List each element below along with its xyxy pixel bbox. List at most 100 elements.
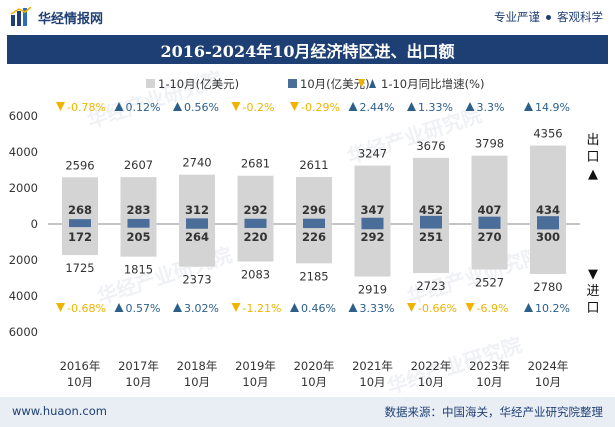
growth-import-label-2: 3.02%	[184, 302, 219, 315]
growth-import-label-7: -6.9%	[477, 302, 509, 315]
x-tick-month-2: 10月	[184, 375, 210, 389]
bar-import-monthly-0	[69, 224, 91, 228]
label-import-monthly-5: 292	[360, 230, 384, 244]
bar-export-monthly-2	[186, 218, 208, 224]
growth-export-triangle-up-icon-6	[407, 102, 416, 111]
chart-title: 2016-2024年10月经济特区进、出口额	[160, 41, 455, 61]
x-tick-month-4: 10月	[301, 375, 327, 389]
bar-export-monthly-5	[361, 217, 384, 224]
legend-swatch-cumulative	[146, 79, 155, 88]
axis-label-import: ▼进口	[586, 267, 599, 316]
y-tick-label-1: 4000	[9, 145, 38, 159]
growth-import-label-3: -1.21%	[243, 302, 282, 315]
growth-import-label-5: 3.33%	[360, 302, 395, 315]
growth-export-label-4: -0.29%	[301, 101, 340, 114]
growth-import-triangle-up-icon-2	[173, 303, 182, 312]
bar-import-cumulative-8	[530, 224, 566, 275]
label-import-cumulative-0: 1725	[65, 261, 94, 275]
growth-export-triangle-up-icon-7	[465, 102, 475, 111]
legend-triangle-down-icon	[358, 79, 365, 88]
bar-export-cumulative-1	[120, 177, 157, 224]
label-import-monthly-8: 300	[536, 230, 560, 244]
growth-export-triangle-up-icon-2	[173, 102, 182, 111]
label-export-monthly-1: 283	[126, 203, 150, 217]
growth-export-triangle-down-icon-4	[290, 102, 299, 111]
x-tick-month-1: 10月	[125, 375, 151, 389]
bar-import-cumulative-3	[237, 224, 274, 262]
growth-export-label-3: -0.2%	[243, 101, 275, 114]
label-export-cumulative-4: 2611	[299, 158, 328, 172]
label-import-monthly-1: 205	[126, 230, 150, 244]
bar-export-monthly-8	[537, 216, 559, 224]
x-tick-month-7: 10月	[476, 375, 502, 389]
label-export-cumulative-8: 4356	[533, 127, 562, 141]
label-import-monthly-6: 251	[419, 230, 443, 244]
label-import-cumulative-5: 2919	[358, 283, 387, 297]
label-import-monthly-7: 270	[477, 230, 501, 244]
legend-triangle-up-icon	[369, 79, 376, 88]
label-import-monthly-2: 264	[185, 230, 209, 244]
label-import-cumulative-2: 2373	[182, 273, 211, 287]
label-export-monthly-0: 268	[68, 203, 92, 217]
x-tick-month-6: 10月	[418, 375, 444, 389]
x-tick-month-3: 10月	[242, 375, 268, 389]
footer-url[interactable]: www.huaon.com	[12, 404, 107, 418]
bar-export-cumulative-4	[296, 177, 332, 224]
growth-export-triangle-down-icon-3	[231, 102, 241, 111]
label-export-cumulative-2: 2740	[182, 156, 211, 170]
bar-export-monthly-3	[244, 218, 267, 224]
label-import-cumulative-7: 2527	[475, 275, 504, 289]
label-export-cumulative-3: 2681	[241, 157, 270, 171]
growth-import-triangle-down-icon-6	[407, 303, 416, 312]
x-tick-year-0: 2016年	[60, 359, 101, 373]
legend-label-cumulative: 1-10月(亿美元)	[158, 77, 239, 91]
chart: 华经产业研究院华经产业研究院华经产业研究院华经产业研究院华经产业研究院1-10月…	[9, 67, 600, 397]
y-tick-label-4: 2000	[9, 253, 38, 267]
bar-export-cumulative-5	[354, 165, 391, 224]
label-export-cumulative-0: 2596	[65, 158, 94, 172]
growth-export-label-7: 3.3%	[477, 101, 505, 114]
footer-source: 数据来源：中国海关，华经产业研究院整理	[384, 405, 604, 419]
label-import-cumulative-6: 2723	[416, 279, 445, 293]
label-export-monthly-7: 407	[477, 203, 501, 217]
growth-export-triangle-up-icon-1	[114, 102, 124, 111]
label-export-cumulative-5: 3247	[358, 147, 387, 161]
bar-import-cumulative-4	[296, 224, 332, 264]
growth-import-label-1: 0.57%	[126, 302, 161, 315]
bar-export-monthly-6	[420, 215, 442, 224]
growth-export-label-5: 2.44%	[360, 101, 395, 114]
bar-import-monthly-1	[127, 224, 150, 228]
x-tick-year-5: 2021年	[352, 359, 393, 373]
tagline-dot-icon	[546, 14, 551, 20]
label-export-monthly-4: 296	[302, 203, 326, 217]
bar-export-cumulative-0	[62, 177, 98, 224]
x-tick-year-4: 2020年	[294, 359, 335, 373]
label-export-cumulative-7: 3798	[475, 137, 504, 151]
brand-name: 华经情报网	[38, 11, 104, 27]
y-tick-label-5: 4000	[9, 289, 38, 303]
bar-export-monthly-1	[127, 218, 150, 224]
growth-export-triangle-up-icon-8	[524, 102, 533, 111]
tagline-right: 客观科学	[557, 10, 603, 24]
legend-label-growth: 1-10月同比增速(%)	[381, 77, 485, 91]
label-export-monthly-2: 312	[185, 203, 209, 217]
label-import-monthly-4: 226	[302, 230, 326, 244]
label-import-cumulative-1: 1815	[124, 263, 153, 277]
bar-export-monthly-7	[478, 216, 501, 224]
y-tick-label-3: 0	[31, 217, 38, 231]
growth-export-triangle-down-icon-0	[56, 102, 65, 111]
brand: 华经情报网	[10, 7, 103, 27]
label-import-monthly-0: 172	[68, 230, 92, 244]
x-tick-month-5: 10月	[359, 375, 385, 389]
label-export-monthly-8: 434	[536, 203, 560, 217]
y-tick-label-2: 2000	[9, 181, 38, 195]
bar-export-monthly-4	[303, 218, 325, 224]
growth-import-triangle-down-icon-0	[56, 303, 65, 312]
label-import-monthly-3: 220	[243, 230, 267, 244]
label-export-monthly-6: 452	[419, 203, 443, 217]
bar-import-cumulative-5	[354, 224, 391, 277]
label-export-monthly-5: 347	[360, 203, 384, 217]
y-tick-label-0: 6000	[9, 109, 38, 123]
axis-label-export: 出口▲	[586, 133, 599, 182]
brand-logo-icon	[10, 7, 32, 26]
